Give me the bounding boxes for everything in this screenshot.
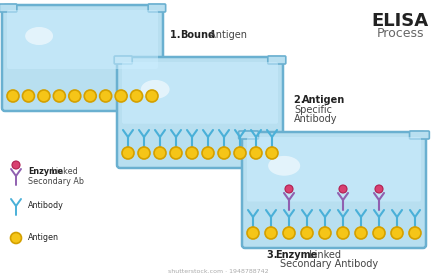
FancyBboxPatch shape	[247, 137, 421, 202]
Circle shape	[38, 90, 50, 102]
Text: ELISA: ELISA	[371, 12, 429, 30]
Text: Bound: Bound	[180, 30, 215, 40]
FancyBboxPatch shape	[0, 4, 17, 12]
Text: Antibody: Antibody	[294, 114, 337, 124]
Circle shape	[319, 227, 331, 239]
Circle shape	[283, 227, 295, 239]
FancyBboxPatch shape	[409, 131, 429, 139]
Circle shape	[391, 227, 403, 239]
Circle shape	[375, 185, 383, 193]
Circle shape	[115, 90, 127, 102]
Circle shape	[130, 90, 143, 102]
Circle shape	[409, 227, 421, 239]
Circle shape	[218, 147, 230, 159]
Ellipse shape	[268, 156, 300, 176]
Circle shape	[337, 227, 349, 239]
Text: Antibody: Antibody	[28, 200, 64, 209]
Circle shape	[12, 161, 20, 169]
FancyBboxPatch shape	[2, 5, 163, 111]
Circle shape	[122, 147, 134, 159]
Circle shape	[355, 227, 367, 239]
Text: Antigen: Antigen	[302, 95, 345, 105]
Text: 3.: 3.	[267, 250, 281, 260]
Text: Process: Process	[376, 27, 424, 40]
Circle shape	[301, 227, 313, 239]
FancyBboxPatch shape	[122, 62, 278, 124]
FancyBboxPatch shape	[238, 131, 259, 139]
Circle shape	[146, 90, 158, 102]
Circle shape	[234, 147, 246, 159]
Text: Enzyme: Enzyme	[275, 250, 317, 260]
Ellipse shape	[141, 80, 170, 99]
Text: Specific: Specific	[294, 105, 332, 115]
Circle shape	[339, 185, 347, 193]
FancyBboxPatch shape	[148, 4, 166, 12]
FancyBboxPatch shape	[268, 56, 286, 64]
Text: Secondary Antibody: Secondary Antibody	[280, 259, 378, 269]
Text: Antigen: Antigen	[206, 30, 247, 40]
FancyBboxPatch shape	[114, 56, 132, 64]
Circle shape	[84, 90, 96, 102]
Text: Secondary Ab: Secondary Ab	[28, 176, 84, 186]
Text: Antigen: Antigen	[28, 234, 59, 242]
Circle shape	[154, 147, 166, 159]
Circle shape	[250, 147, 262, 159]
Circle shape	[138, 147, 150, 159]
Circle shape	[266, 147, 278, 159]
Text: Enzyme: Enzyme	[28, 167, 63, 176]
Circle shape	[22, 90, 34, 102]
Circle shape	[69, 90, 81, 102]
FancyBboxPatch shape	[242, 132, 426, 248]
FancyBboxPatch shape	[7, 10, 158, 69]
Circle shape	[265, 227, 277, 239]
Circle shape	[100, 90, 112, 102]
Circle shape	[373, 227, 385, 239]
Text: 2.: 2.	[294, 95, 308, 105]
Text: shutterstock.com · 1948788742: shutterstock.com · 1948788742	[168, 269, 268, 274]
Text: 1.: 1.	[170, 30, 184, 40]
Circle shape	[285, 185, 293, 193]
Circle shape	[170, 147, 182, 159]
Circle shape	[10, 232, 21, 244]
Circle shape	[186, 147, 198, 159]
Circle shape	[7, 90, 19, 102]
FancyBboxPatch shape	[117, 57, 283, 168]
Text: Linked: Linked	[49, 167, 78, 176]
Ellipse shape	[25, 27, 53, 45]
Circle shape	[247, 227, 259, 239]
Circle shape	[202, 147, 214, 159]
Circle shape	[53, 90, 65, 102]
Text: Linked: Linked	[306, 250, 341, 260]
